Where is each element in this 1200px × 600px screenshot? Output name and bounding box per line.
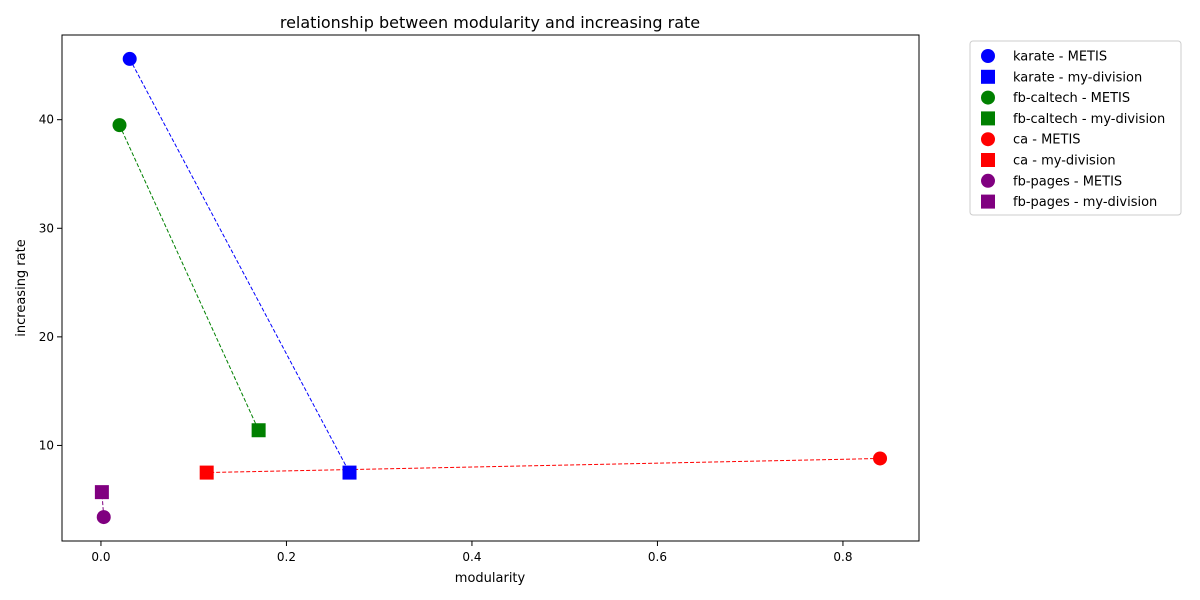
- ca-connector-line: [206, 457, 881, 474]
- fb-caltech-METIS-point: [112, 118, 127, 133]
- ca-my-division-point: [199, 465, 214, 480]
- legend: karate - METIS karate - my-division fb-cal…: [969, 40, 1182, 216]
- legend-frame: [969, 40, 1182, 216]
- karate-my-division-point: [342, 465, 357, 480]
- y-tick-label: 10: [39, 438, 54, 452]
- x-tick-label: 0.2: [277, 550, 296, 564]
- legend-marker: [981, 49, 995, 63]
- connector-lines: [101, 58, 881, 518]
- y-axis-ticks: 10 20 30 40: [39, 113, 62, 452]
- x-tick-label: 0.8: [833, 550, 852, 564]
- fb-pages-my-division-point: [94, 485, 109, 500]
- legend-marker: [981, 90, 995, 105]
- legend-marker: [981, 173, 995, 188]
- fb-pages-METIS-point: [96, 510, 111, 525]
- legend-marker: [981, 69, 995, 84]
- y-axis-label: increasing rate: [14, 239, 29, 336]
- legend-marker: [981, 153, 995, 167]
- karate-connector-line: [129, 58, 350, 473]
- legend-entry: fb-pages - my-division: [1013, 195, 1157, 210]
- data-markers: [94, 51, 888, 525]
- x-axis-ticks: 0.0 0.2 0.4 0.6 0.8: [91, 541, 852, 564]
- x-tick-label: 0.0: [91, 550, 110, 564]
- chart-title: relationship between modularity and incr…: [280, 13, 700, 32]
- plot-area: [61, 34, 920, 542]
- legend-entry: ca - my-division: [1013, 154, 1116, 169]
- legend-entry: ca - METIS: [1013, 133, 1081, 148]
- x-tick-label: 0.4: [462, 550, 481, 564]
- legend-marker: [981, 194, 995, 209]
- legend-entry: fb-caltech - METIS: [1013, 91, 1130, 106]
- y-tick-label: 30: [39, 221, 54, 235]
- legend-entry: fb-pages - METIS: [1013, 174, 1122, 189]
- x-axis-label: modularity: [455, 571, 526, 586]
- fb-caltech-connector-line: [119, 124, 260, 431]
- legend-marker: [981, 132, 995, 147]
- karate-METIS-point: [122, 51, 137, 66]
- y-tick-label: 20: [39, 330, 54, 344]
- ca-METIS-point: [873, 451, 888, 466]
- y-tick-label: 40: [39, 113, 54, 127]
- legend-entry: karate - METIS: [1013, 50, 1107, 65]
- fb-caltech-my-division-point: [251, 423, 266, 438]
- plot-frame: [61, 34, 920, 542]
- legend-entry: karate - my-division: [1013, 70, 1142, 85]
- x-tick-label: 0.6: [648, 550, 667, 564]
- legend-marker: [981, 111, 995, 126]
- legend-entry: fb-caltech - my-division: [1013, 112, 1165, 127]
